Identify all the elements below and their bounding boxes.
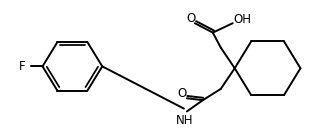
Text: F: F bbox=[19, 60, 26, 73]
Text: NH: NH bbox=[176, 114, 194, 127]
Text: OH: OH bbox=[234, 13, 252, 26]
Text: O: O bbox=[177, 87, 187, 100]
Text: O: O bbox=[186, 12, 195, 25]
